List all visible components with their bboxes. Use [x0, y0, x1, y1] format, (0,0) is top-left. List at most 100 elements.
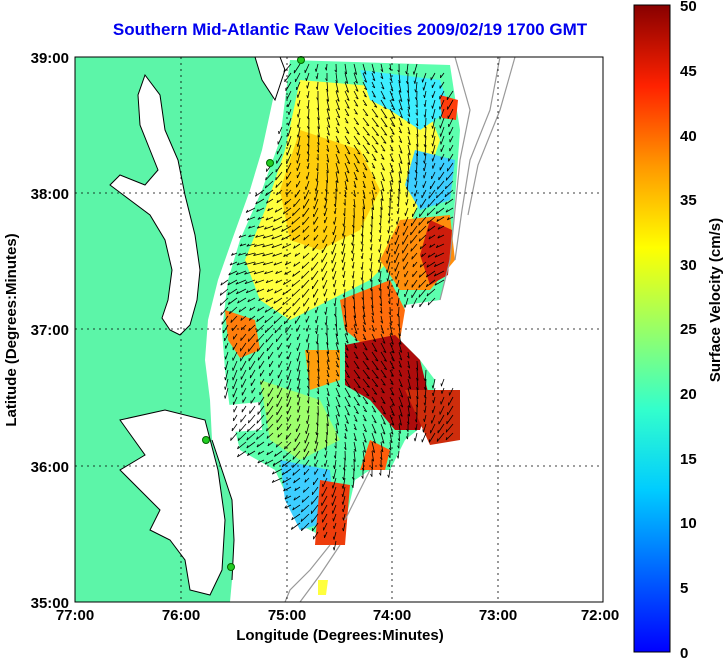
velocity-vector — [297, 117, 301, 128]
velocity-vector — [335, 414, 340, 426]
velocity-vector — [436, 216, 445, 222]
velocity-vector — [230, 432, 238, 441]
velocity-vector — [335, 198, 337, 207]
vector-arrowhead — [426, 293, 429, 297]
vector-arrowhead — [387, 286, 389, 290]
velocity-vector — [414, 432, 418, 442]
velocity-vector — [343, 216, 346, 227]
axes-border — [74, 56, 604, 603]
velocity-vector — [394, 234, 400, 245]
velocity-vector — [311, 486, 319, 496]
velocity-vector — [306, 414, 310, 424]
velocity-vector — [264, 315, 274, 324]
y-axis-label: Latitude (Degrees:Minutes) — [3, 233, 20, 426]
vector-arrowhead — [266, 200, 269, 204]
velocity-vector — [371, 63, 375, 74]
vector-arrowhead — [283, 69, 285, 73]
velocity-vector — [256, 333, 265, 343]
velocity-vector — [292, 234, 301, 241]
velocity-vector — [398, 378, 403, 388]
velocity-vector — [297, 135, 301, 147]
velocity-vector — [278, 351, 283, 358]
vector-arrowhead — [375, 125, 379, 127]
vector-arrowhead — [303, 237, 305, 241]
velocity-vector — [325, 441, 328, 451]
velocity-vector — [287, 360, 292, 370]
velocity-vector — [371, 153, 377, 161]
velocity-vector — [361, 261, 364, 270]
velocity-vector — [314, 468, 319, 475]
velocity-vector — [303, 441, 310, 453]
vector-arrowhead — [286, 386, 288, 390]
vector-arrowhead — [423, 409, 426, 413]
vector-arrowhead — [362, 314, 366, 318]
velocity-vector — [371, 324, 375, 332]
velocity-vector — [273, 306, 283, 315]
velocity-vector — [344, 342, 349, 351]
velocity-vector — [416, 396, 418, 408]
velocity-vector — [410, 234, 418, 244]
velocity-vector — [419, 270, 427, 278]
velocity-vector — [240, 342, 247, 352]
velocity-vector — [293, 243, 301, 249]
velocity-vector — [335, 387, 341, 398]
y-tick-label: 35:00 — [31, 595, 69, 612]
vector-arrowhead — [353, 448, 357, 452]
velocity-vector — [305, 423, 310, 434]
vector-arrowhead — [356, 133, 360, 136]
velocity-vector — [429, 180, 436, 190]
vector-arrowhead — [375, 115, 379, 118]
velocity-vector — [292, 297, 301, 307]
vector-arrowhead — [331, 241, 333, 245]
vector-arrowhead — [271, 245, 275, 248]
vector-arrowhead — [381, 441, 385, 444]
velocity-vector — [353, 90, 359, 100]
velocity-vector — [362, 414, 367, 422]
velocity-vector — [248, 324, 256, 332]
vector-arrowhead — [392, 107, 396, 111]
vector-arrowhead — [334, 69, 337, 73]
vector-arrowhead — [384, 125, 388, 128]
velocity-vector — [286, 171, 292, 180]
velocity-vector — [307, 351, 310, 363]
velocity-vector — [344, 378, 351, 388]
velocity-vector — [316, 324, 319, 334]
velocity-vector — [316, 72, 319, 80]
velocity-vector — [344, 315, 348, 327]
vector-arrowhead — [388, 312, 391, 315]
vector-arrowhead — [229, 310, 231, 314]
velocity-vector — [380, 351, 387, 362]
velocity-vector — [292, 207, 301, 217]
vector-arrowhead — [301, 275, 303, 279]
velocity-vector — [273, 261, 283, 266]
vector-arrowhead — [314, 440, 317, 444]
vector-arrowhead — [392, 116, 396, 119]
vector-arrowhead — [423, 167, 425, 172]
vector-arrowhead — [372, 450, 375, 453]
vector-arrowhead — [265, 280, 269, 283]
vector-arrowhead — [357, 386, 361, 389]
vector-arrowhead — [355, 411, 359, 415]
velocity-vector — [276, 423, 283, 431]
vector-arrowhead — [277, 434, 279, 438]
vector-arrowhead — [254, 280, 258, 284]
vector-arrowhead — [314, 188, 317, 192]
vector-arrowhead — [345, 340, 349, 344]
vector-arrowhead — [423, 103, 426, 107]
velocity-vector — [432, 153, 436, 162]
velocity-vector — [292, 468, 301, 476]
velocity-vector — [353, 72, 358, 84]
velocity-vector — [311, 513, 319, 523]
vector-arrowhead — [433, 263, 437, 267]
vector-arrowhead — [346, 98, 350, 101]
velocity-vector — [427, 225, 436, 232]
vector-arrowhead — [418, 222, 420, 226]
vector-arrowhead — [273, 310, 276, 314]
vector-arrowhead — [304, 245, 306, 249]
vector-arrowhead — [379, 457, 383, 461]
velocity-vector — [353, 135, 361, 145]
velocity-vector — [244, 270, 256, 275]
vector-arrowhead — [327, 117, 331, 120]
vector-arrowhead — [235, 281, 239, 285]
velocity-vector — [344, 414, 349, 424]
